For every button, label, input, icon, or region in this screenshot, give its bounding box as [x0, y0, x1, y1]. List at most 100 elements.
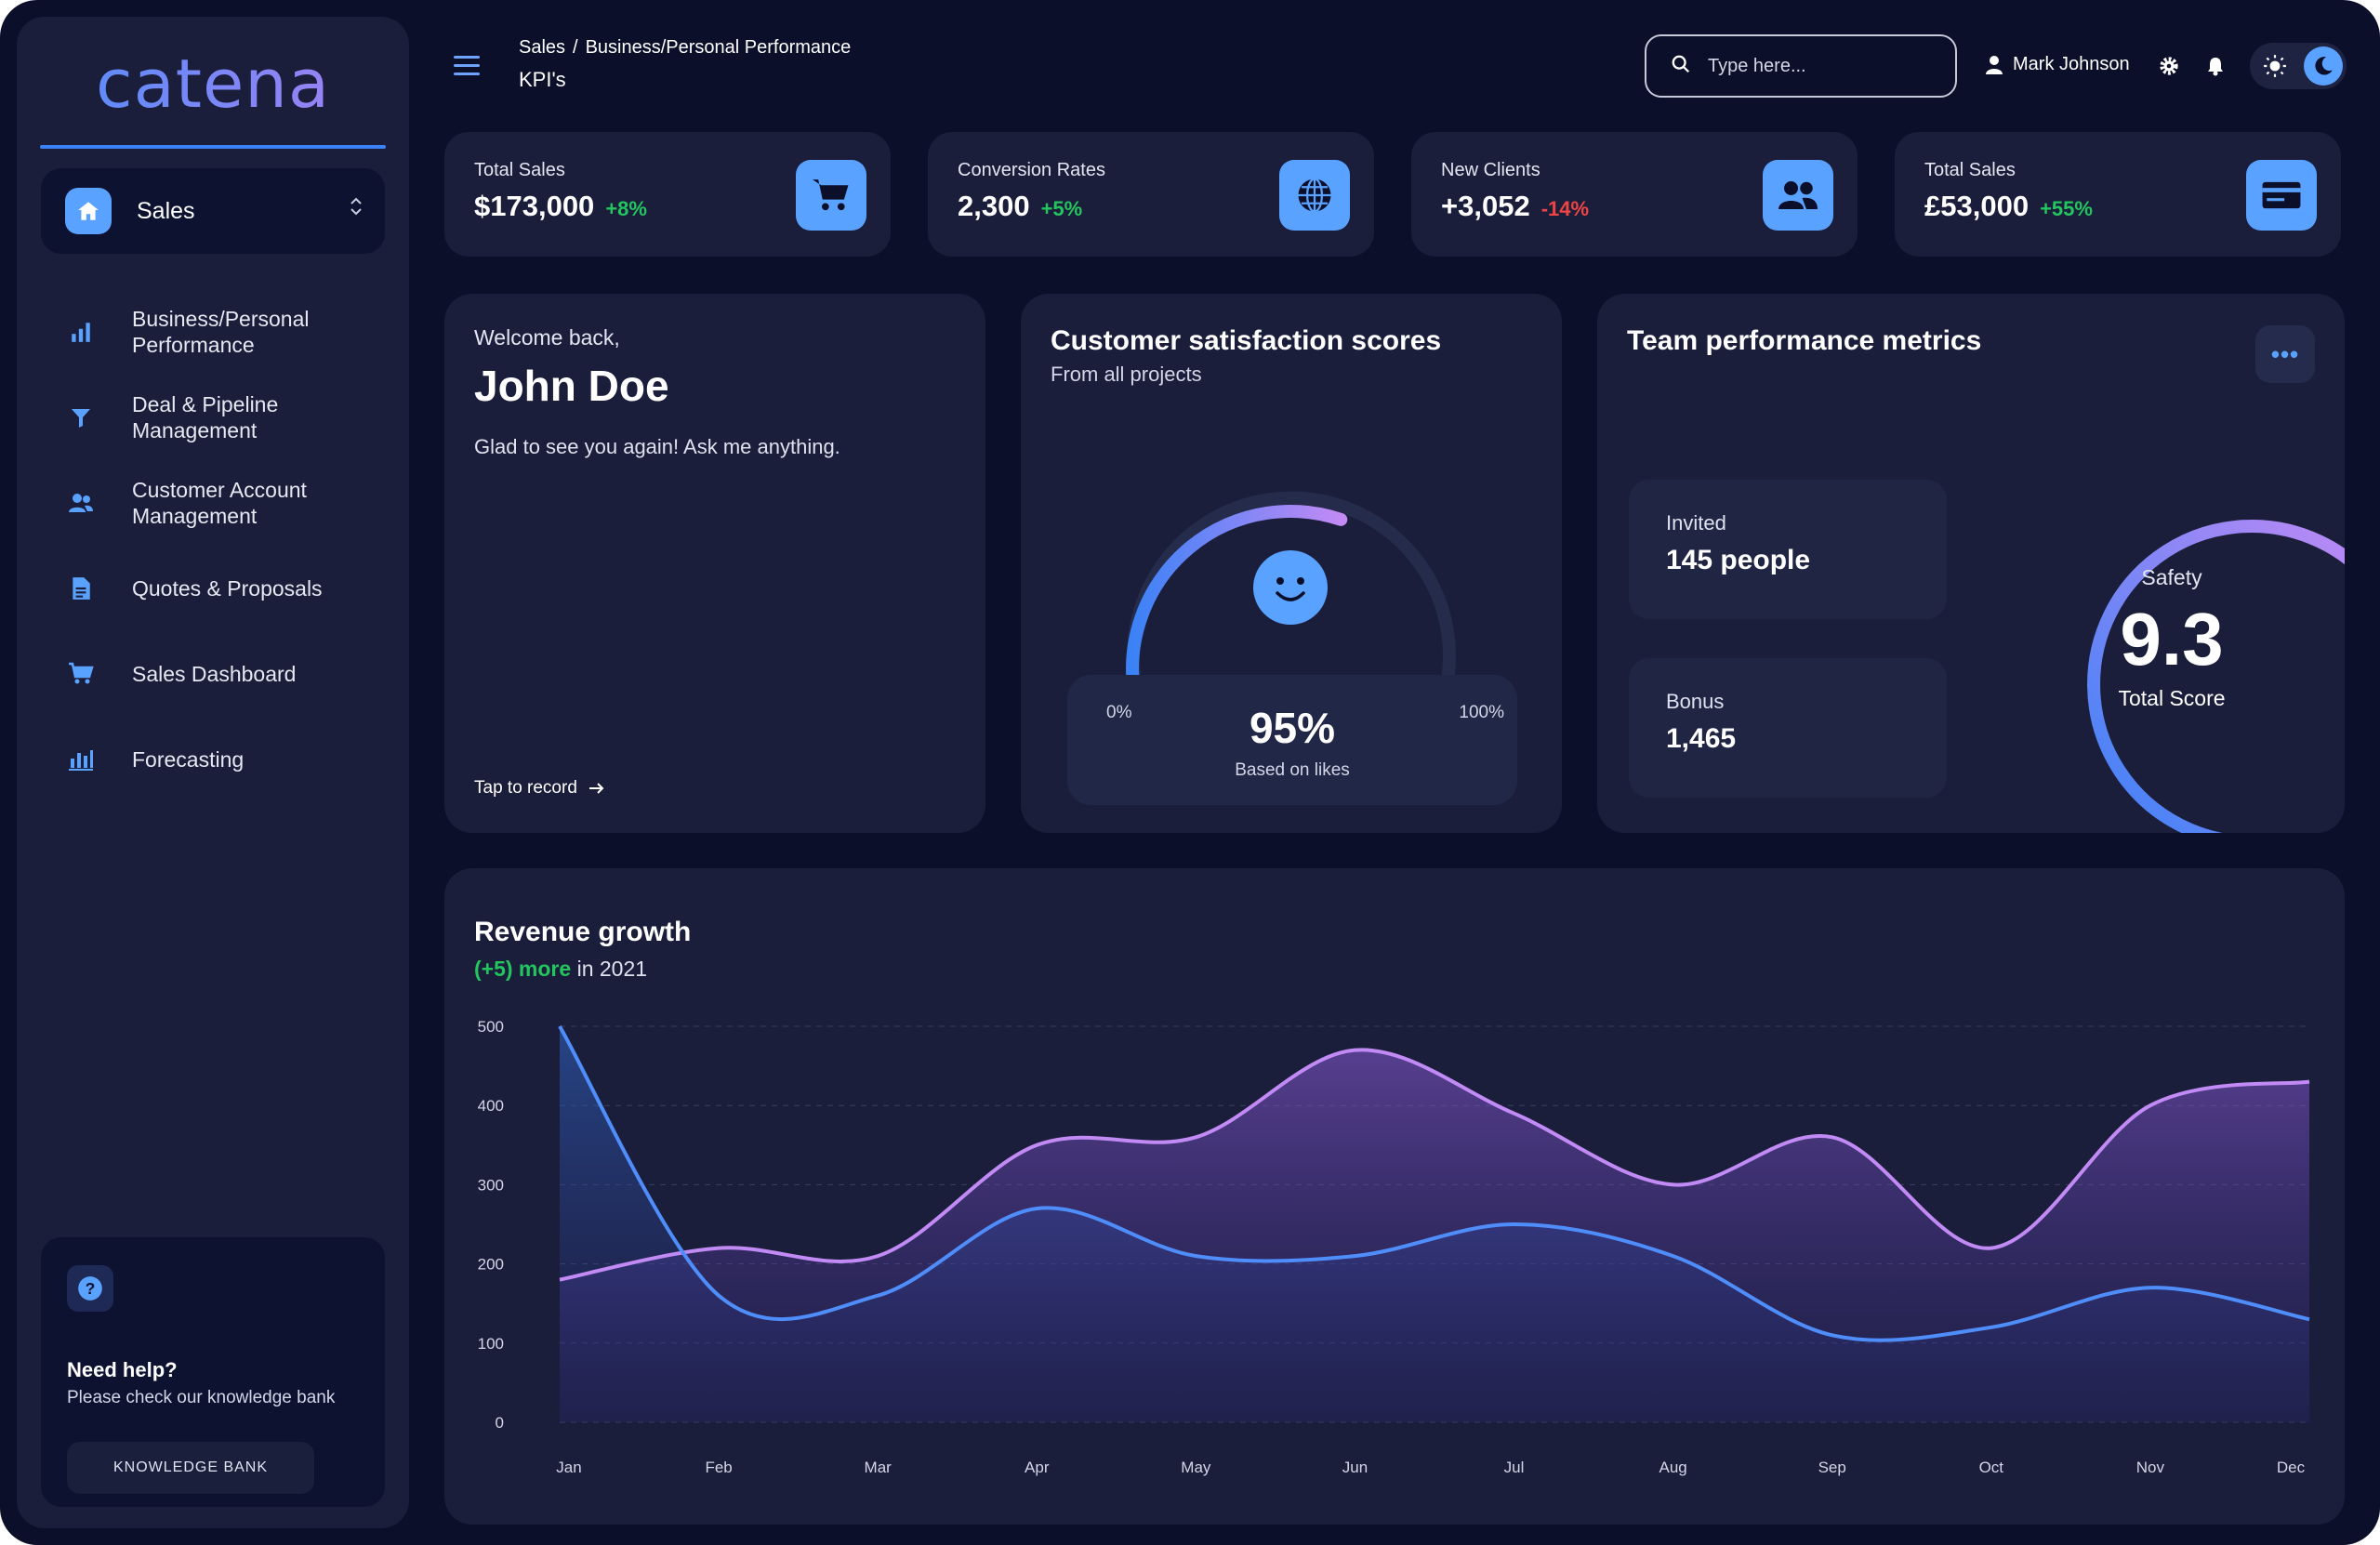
app-logo[interactable]: catena	[17, 45, 409, 123]
column-chart-icon	[67, 746, 95, 773]
welcome-name: John Doe	[474, 362, 669, 410]
kpi-change: +5%	[1040, 197, 1083, 220]
sidebar-item-label: Deal & Pipeline Management	[132, 392, 279, 442]
y-tick-label: 200	[478, 1256, 504, 1274]
user-icon	[1985, 55, 2003, 75]
moon-icon	[2304, 46, 2343, 86]
gauge-arc	[2087, 520, 2345, 833]
x-tick-label: Apr	[1025, 1459, 1050, 1476]
search-box[interactable]	[1645, 34, 1957, 98]
kpi-card-new-clients[interactable]: New Clients +3,052 -14%	[1411, 132, 1858, 257]
satisfaction-gauge	[1126, 491, 1456, 698]
sidebar-item-business-performance[interactable]: Business/Personal Performance	[67, 289, 392, 375]
satisfaction-panel: Customer satisfaction scores From all pr…	[1021, 294, 1562, 833]
kpi-card-conversion-rates[interactable]: Conversion Rates 2,300 +5%	[928, 132, 1374, 257]
series-line	[559, 1048, 2310, 1282]
card-icon	[2246, 160, 2317, 231]
bar-chart-icon	[67, 318, 95, 346]
user-menu[interactable]: Mark Johnson	[1985, 54, 2130, 75]
kpi-change: +8%	[605, 197, 647, 220]
bonus-label: Bonus	[1666, 690, 1725, 713]
safety-score: 9.3	[2120, 598, 2224, 680]
invited-label: Invited	[1666, 511, 1726, 535]
kpi-card-total-sales[interactable]: Total Sales $173,000 +8%	[444, 132, 891, 257]
welcome-greeting: Welcome back,	[474, 325, 620, 350]
page-title: KPI's	[519, 68, 566, 91]
funnel-icon	[67, 403, 95, 431]
satisfaction-value: 95%	[1249, 704, 1336, 752]
bonus-value: 1,465	[1666, 723, 1737, 754]
x-tick-label: Sep	[1818, 1459, 1846, 1476]
users-icon	[67, 489, 95, 517]
tap-to-record-link[interactable]: Tap to record	[474, 778, 605, 799]
invited-metric: Invited 145 people	[1629, 480, 1947, 619]
x-tick-label: May	[1181, 1459, 1211, 1476]
satisfaction-subtitle: From all projects	[1051, 363, 1202, 386]
more-options-button[interactable]: •••	[2255, 325, 2315, 383]
bonus-metric: Bonus 1,465	[1629, 658, 1947, 798]
knowledge-bank-button[interactable]: KNOWLEDGE BANK	[67, 1442, 314, 1494]
sun-icon	[2263, 54, 2287, 83]
sidebar-item-label: Sales Dashboard	[132, 662, 297, 686]
sidebar-item-label: Customer Account Management	[132, 478, 307, 528]
kpi-value: £53,000 +55%	[1924, 190, 2093, 222]
revenue-chart: 500 400 300 200 100 0 Jan Feb Mar Apr May Jun Jul Aug…	[478, 1018, 2310, 1476]
sidebar-item-customer-account[interactable]: Customer Account Management	[67, 460, 392, 546]
x-tick-label: Aug	[1659, 1459, 1687, 1476]
x-tick-label: Feb	[705, 1459, 732, 1476]
sidebar-item-quotes-proposals[interactable]: Quotes & Proposals	[67, 546, 392, 631]
theme-toggle[interactable]	[2250, 43, 2347, 89]
section-selector[interactable]: Sales	[41, 168, 385, 254]
kpi-value: 2,300 +5%	[958, 190, 1083, 222]
safety-label: Safety	[2141, 565, 2202, 589]
question-icon: ?	[67, 1265, 113, 1312]
user-name: Mark Johnson	[2013, 54, 2130, 74]
sidebar-item-deal-pipeline[interactable]: Deal & Pipeline Management	[67, 375, 392, 460]
sidebar: catena Sales Business/Personal Performan…	[17, 17, 409, 1528]
series-area	[560, 1026, 2309, 1422]
satisfaction-readout: 0% 100% 95% Based on likes	[1067, 675, 1517, 805]
kpi-label: Conversion Rates	[958, 160, 1105, 180]
kpi-value: +3,052 -14%	[1441, 190, 1590, 222]
smile-icon	[1253, 550, 1328, 625]
arrow-right-icon	[588, 782, 605, 795]
logo-divider	[40, 145, 386, 149]
chart-subtitle: (+5) more in 2021	[474, 957, 648, 981]
kpi-value: $173,000 +8%	[474, 190, 647, 222]
breadcrumb-item[interactable]: Business/Personal Performance	[585, 37, 852, 58]
x-tick-label: Nov	[2136, 1459, 2165, 1476]
chart-title: Revenue growth	[474, 917, 692, 947]
search-icon	[1671, 54, 1691, 79]
breadcrumb: Sales / Business/Personal Performance	[519, 37, 852, 58]
y-tick-label: 100	[478, 1335, 504, 1353]
section-selector-label: Sales	[137, 197, 195, 224]
help-card: ? Need help? Please check our knowledge …	[41, 1237, 385, 1507]
kpi-label: Total Sales	[1924, 160, 2016, 180]
kpi-card-total-sales-gbp[interactable]: Total Sales £53,000 +55%	[1895, 132, 2341, 257]
cart-icon	[796, 160, 866, 231]
users-icon	[1763, 160, 1833, 231]
breadcrumb-item[interactable]: Sales	[519, 37, 566, 58]
gauge-arc	[1126, 505, 1348, 698]
sidebar-item-label: Quotes & Proposals	[132, 576, 323, 601]
gear-icon[interactable]	[2157, 54, 2181, 78]
kpi-label: New Clients	[1441, 160, 1540, 180]
sidebar-item-sales-dashboard[interactable]: Sales Dashboard	[67, 631, 392, 717]
x-tick-label: Oct	[1979, 1459, 2004, 1476]
search-input[interactable]	[1708, 55, 1931, 77]
cart-icon	[67, 660, 95, 688]
revenue-panel: Revenue growth (+5) more in 2021 500 400 3…	[444, 868, 2345, 1525]
y-tick-label: 500	[478, 1018, 504, 1036]
chevron-updown-icon	[350, 196, 363, 218]
document-icon	[67, 574, 95, 602]
x-tick-label: Dec	[2277, 1459, 2306, 1476]
bell-icon[interactable]	[2203, 54, 2228, 78]
menu-icon[interactable]	[454, 56, 480, 76]
gauge-max-label: 100%	[1459, 703, 1504, 722]
sidebar-item-forecasting[interactable]: Forecasting	[67, 717, 392, 802]
welcome-panel: Welcome back, John Doe Glad to see you a…	[444, 294, 985, 833]
home-icon	[65, 188, 112, 234]
kpi-change: +55%	[2040, 197, 2093, 220]
team-title: Team performance metrics	[1627, 325, 1982, 356]
series-line	[558, 1024, 2310, 1342]
